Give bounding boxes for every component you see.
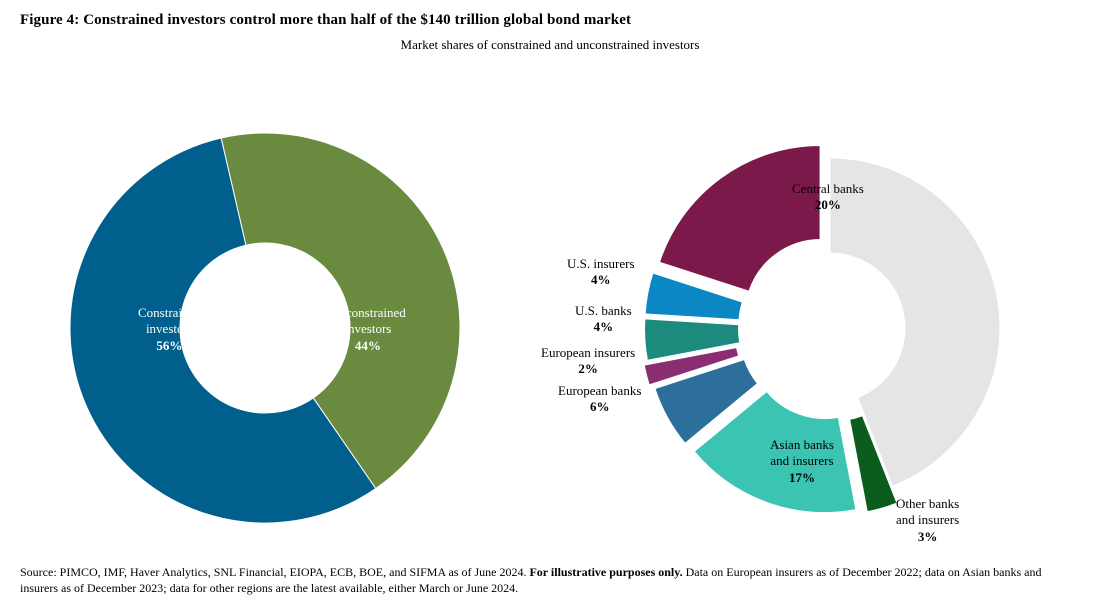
figure-title: Figure 4: Constrained investors control … <box>20 12 1080 29</box>
right-donut-label-7: Central banks20% <box>792 181 864 214</box>
source-prefix: Source: PIMCO, IMF, Haver Analytics, SNL… <box>20 565 529 579</box>
right-donut-label-4: European insurers2% <box>541 345 635 378</box>
source-footnote: Source: PIMCO, IMF, Haver Analytics, SNL… <box>20 564 1080 596</box>
source-bold: For illustrative purposes only. <box>529 565 682 579</box>
right-donut-label-3: European banks6% <box>558 383 641 416</box>
right-donut-label-6: U.S. insurers4% <box>567 256 635 289</box>
left-donut-label-0: Unconstrainedinvestors44% <box>330 305 406 354</box>
right-donut-label-1: Other banksand insurers3% <box>896 496 959 545</box>
charts-area: Unconstrainedinvestors44% Constrainedinve… <box>20 53 1080 533</box>
donut-charts-svg <box>20 53 1080 533</box>
right-donut-slice-7 <box>659 145 821 292</box>
right-donut-label-5: U.S. banks4% <box>575 303 632 336</box>
left-donut-label-1: Constrainedinvestors56% <box>138 305 201 354</box>
figure-container: Figure 4: Constrained investors control … <box>0 0 1100 606</box>
figure-subtitle: Market shares of constrained and unconst… <box>20 37 1080 53</box>
right-donut-label-2: Asian banksand insurers17% <box>770 437 834 486</box>
